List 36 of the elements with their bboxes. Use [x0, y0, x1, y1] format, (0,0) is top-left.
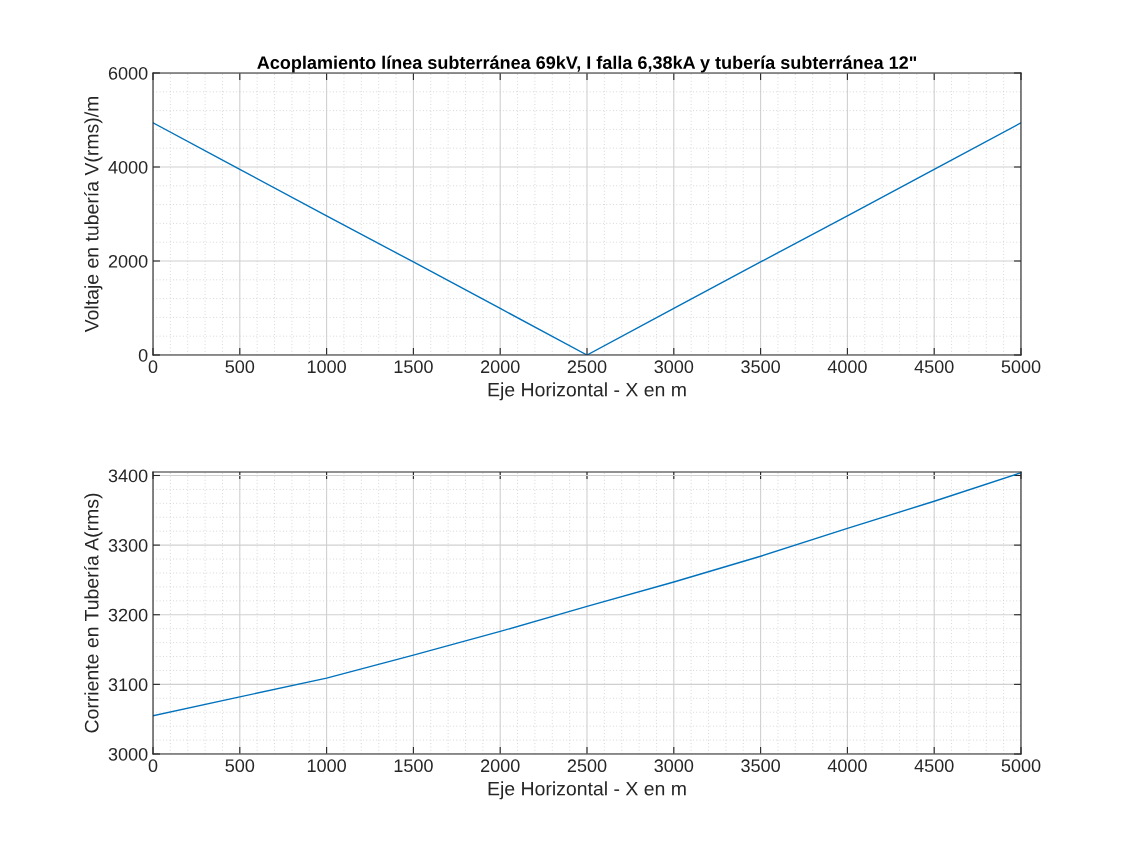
- y-tick-label: 4000: [108, 160, 148, 174]
- x-tick-label: 0: [148, 759, 158, 773]
- y-tick-label: 3200: [108, 608, 148, 622]
- x-axis-title: Eje Horizontal - X en m: [488, 382, 686, 401]
- x-tick-label: 1000: [307, 360, 346, 374]
- y-tick-label: 3300: [108, 539, 148, 552]
- y-axis-title: Corriente en Tubería A(rms): [84, 493, 103, 733]
- x-tick-label: 4000: [827, 360, 867, 374]
- y-tick-label: 6000: [108, 66, 148, 80]
- x-tick-label: 2000: [481, 360, 520, 374]
- x-tick-label: 3000: [654, 759, 694, 773]
- x-tick-label: 1500: [394, 360, 433, 374]
- x-tick-label: 5000: [1001, 360, 1041, 374]
- y-tick-label: 3100: [108, 678, 148, 692]
- y-axis-title: Voltaje en tubería V(rms)/m: [84, 96, 103, 333]
- x-tick-label: 5000: [1001, 759, 1041, 773]
- y-tick-label: 3400: [108, 469, 148, 483]
- x-tick-label: 4500: [914, 759, 954, 773]
- x-axis-title: Eje Horizontal - X en m: [488, 781, 686, 800]
- y-tick-label: 2000: [108, 254, 148, 268]
- x-tick-label: 1000: [307, 759, 346, 773]
- y-tick-label: 3000: [108, 747, 148, 761]
- y-tick-label: 0: [138, 348, 148, 362]
- chart-title: Acoplamiento línea subterránea 69kV, I falla 6,38kA y tubería subterránea 12": [257, 55, 917, 73]
- x-tick-label: 3500: [741, 360, 780, 374]
- x-tick-label: 2500: [567, 360, 607, 374]
- x-tick-label: 1500: [394, 759, 433, 773]
- x-tick-label: 4500: [914, 360, 954, 374]
- x-tick-label: 2500: [567, 759, 607, 773]
- x-tick-label: 4000: [827, 759, 867, 773]
- x-tick-label: 500: [225, 360, 255, 374]
- x-tick-label: 3000: [654, 360, 694, 374]
- x-tick-label: 500: [225, 759, 255, 773]
- x-tick-label: 2000: [481, 759, 520, 773]
- x-tick-label: 3500: [741, 759, 780, 773]
- x-tick-label: 0: [148, 360, 158, 374]
